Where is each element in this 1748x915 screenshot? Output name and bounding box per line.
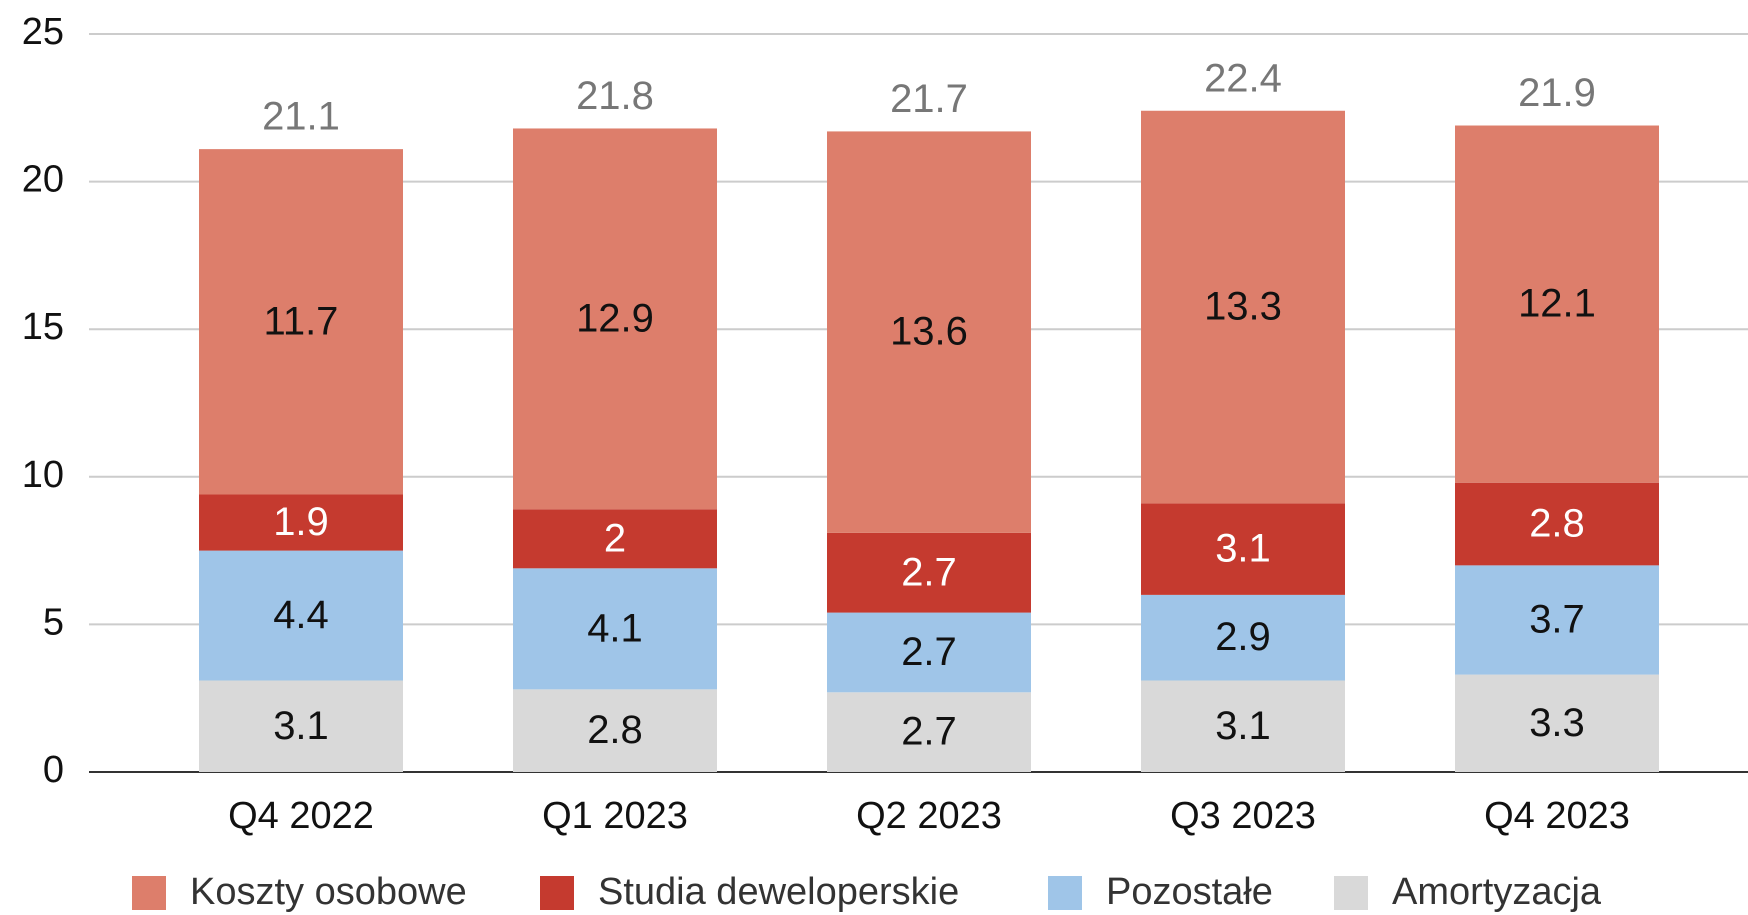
total-label: 22.4 xyxy=(1204,56,1282,100)
x-tick-label: Q1 2023 xyxy=(542,795,688,837)
data-label: 13.6 xyxy=(890,310,968,354)
total-label: 21.9 xyxy=(1518,71,1596,115)
bar-segment xyxy=(1141,594,1345,681)
data-label: 13.3 xyxy=(1204,285,1282,329)
y-tick-label: 25 xyxy=(22,11,64,53)
y-tick-label: 20 xyxy=(22,159,64,201)
bar-segment xyxy=(513,689,717,772)
data-label: 3.7 xyxy=(1529,598,1585,642)
total-label: 21.7 xyxy=(890,77,968,121)
data-label: 4.1 xyxy=(587,606,643,650)
data-label: 3.3 xyxy=(1529,701,1585,745)
bar-segment xyxy=(1455,565,1659,675)
data-label: 2.8 xyxy=(1529,502,1585,546)
bar-segment xyxy=(513,509,717,569)
data-label: 2.7 xyxy=(901,550,957,594)
y-tick-label: 0 xyxy=(43,749,64,791)
bar-segment xyxy=(513,128,717,510)
bar-segment xyxy=(1141,110,1345,504)
data-label: 3.1 xyxy=(1215,527,1271,571)
data-label: 3.1 xyxy=(273,704,329,748)
x-tick-label: Q3 2023 xyxy=(1170,795,1316,837)
x-tick-label: Q4 2023 xyxy=(1484,795,1630,837)
bar-segment xyxy=(199,550,403,681)
data-label: 11.7 xyxy=(264,299,339,343)
legend-swatch xyxy=(540,876,574,910)
bar-segment xyxy=(1141,680,1345,772)
bar-segment xyxy=(199,680,403,772)
data-label: 12.1 xyxy=(1518,282,1596,326)
data-label: 4.4 xyxy=(273,593,329,637)
y-tick-label: 15 xyxy=(22,306,64,348)
legend-label: Studia deweloperskie xyxy=(598,871,959,913)
data-label: 2 xyxy=(604,516,626,560)
x-tick-label: Q4 2022 xyxy=(228,795,374,837)
data-label: 2.9 xyxy=(1215,615,1271,659)
bar-segment xyxy=(827,131,1031,533)
data-label: 2.7 xyxy=(901,630,957,674)
total-label: 21.1 xyxy=(262,95,340,139)
bar-segment xyxy=(1455,674,1659,772)
data-label: 2.8 xyxy=(587,708,643,752)
bar-segment xyxy=(827,692,1031,772)
y-tick-label: 10 xyxy=(22,454,64,496)
legend-swatch xyxy=(1048,876,1082,910)
x-tick-label: Q2 2023 xyxy=(856,795,1002,837)
bar-segment xyxy=(513,568,717,690)
data-label: 1.9 xyxy=(273,500,329,544)
bar-segment xyxy=(1455,125,1659,483)
bar-segment xyxy=(1455,482,1659,566)
bar-segment xyxy=(827,612,1031,693)
data-label: 3.1 xyxy=(1215,704,1271,748)
legend-label: Pozostałe xyxy=(1106,871,1273,913)
legend-swatch xyxy=(132,876,166,910)
bar-segment xyxy=(199,149,403,495)
bar-segment xyxy=(827,532,1031,613)
data-label: 2.7 xyxy=(901,710,957,754)
y-tick-label: 5 xyxy=(43,601,64,643)
data-label: 12.9 xyxy=(576,296,654,340)
legend-swatch xyxy=(1334,876,1368,910)
legend-label: Koszty osobowe xyxy=(190,871,467,913)
legend-label: Amortyzacja xyxy=(1392,871,1602,913)
bar-segment xyxy=(1141,503,1345,595)
bar-segment xyxy=(199,494,403,551)
total-label: 21.8 xyxy=(576,74,654,118)
